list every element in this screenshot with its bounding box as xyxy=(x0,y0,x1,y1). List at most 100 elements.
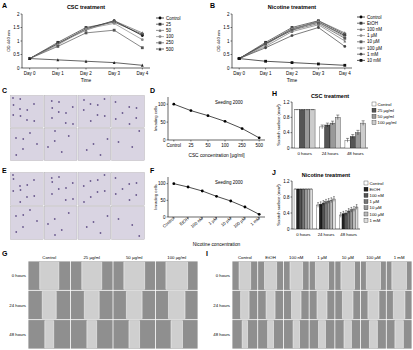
legend-line xyxy=(156,42,164,43)
marker xyxy=(159,29,162,32)
cell xyxy=(13,178,15,180)
x-tick-label: Day 0 xyxy=(24,71,36,76)
scratch-image xyxy=(361,320,386,349)
annotation: Seeding 2000 xyxy=(215,180,243,185)
marker xyxy=(360,34,363,37)
marker xyxy=(343,37,346,40)
x-tick-label: 25 xyxy=(188,143,194,148)
panel-letter: E xyxy=(2,167,7,174)
y-axis xyxy=(168,97,169,140)
legend-swatch xyxy=(364,187,368,191)
legend-label: 100 nM xyxy=(367,27,382,32)
cell xyxy=(19,108,21,110)
error-bar xyxy=(333,197,335,202)
cell xyxy=(100,154,102,156)
marker xyxy=(343,31,346,34)
cell xyxy=(15,215,17,217)
panel-letter: D xyxy=(150,87,155,94)
legend-label: 1 mM xyxy=(367,52,379,57)
error-bar xyxy=(331,198,333,203)
wound-edge xyxy=(268,321,274,348)
wound-edge xyxy=(87,321,97,348)
micrograph xyxy=(112,207,145,240)
scratch-image xyxy=(387,291,412,320)
y-axis xyxy=(292,181,293,229)
marker xyxy=(113,29,116,32)
marker xyxy=(238,57,241,60)
y-tick-label: 0 xyxy=(287,146,290,151)
chart: 00.511.52ACSC treatmentTimeOD 440 nmDay … xyxy=(2,2,181,83)
marker xyxy=(264,42,267,45)
x-tick-label: Day 2 xyxy=(80,71,92,76)
marker xyxy=(189,109,192,112)
scratch-image xyxy=(310,261,335,290)
x-axis-label: Time xyxy=(81,78,92,83)
wound-area xyxy=(293,320,299,349)
marker xyxy=(215,195,218,198)
x-tick-label: 50 xyxy=(205,143,211,148)
legend-label: EtOH xyxy=(367,21,378,26)
column-label: EtOH xyxy=(265,255,276,260)
y-tick xyxy=(231,68,233,69)
legend-label: Control xyxy=(378,102,392,107)
wound-edge xyxy=(366,262,380,289)
scratch-image xyxy=(156,291,198,320)
column-label: Control xyxy=(238,255,252,260)
column-label: Control xyxy=(42,255,56,260)
y-tick xyxy=(291,102,293,103)
wound-area xyxy=(392,261,407,290)
error-bar xyxy=(328,199,330,204)
legend-swatch xyxy=(364,218,368,222)
cell xyxy=(51,181,53,183)
panel-letter: J xyxy=(272,169,276,176)
plot-area xyxy=(172,182,260,215)
error-bar xyxy=(311,109,314,110)
cell xyxy=(51,193,53,195)
cell xyxy=(107,138,109,140)
wound-area xyxy=(42,291,56,320)
wound-area xyxy=(369,320,377,349)
x-tick-label: 48 hours xyxy=(347,151,364,156)
x-tick-label: Control xyxy=(162,216,176,229)
x-tick-label: Day 1 xyxy=(52,71,64,76)
wound-edge xyxy=(317,291,327,318)
cell xyxy=(86,149,88,151)
cell xyxy=(107,215,109,217)
bar xyxy=(317,205,320,229)
wound-edge xyxy=(368,291,379,318)
scratch-image xyxy=(258,291,283,320)
column-label: 100 µM xyxy=(366,255,381,260)
y-tick-label: 2 xyxy=(227,12,230,17)
scratch-image xyxy=(361,291,386,320)
column-label: 100 nM xyxy=(289,255,304,260)
panel-letter: B xyxy=(210,2,215,9)
scratch-image xyxy=(28,320,70,349)
marker xyxy=(85,27,88,30)
cell xyxy=(26,109,28,111)
bar xyxy=(361,123,366,148)
cell xyxy=(22,138,24,140)
x-tick xyxy=(225,140,226,142)
error-bar xyxy=(351,207,353,212)
x-axis xyxy=(168,217,265,218)
wound-edge xyxy=(342,291,353,318)
marker xyxy=(360,22,363,25)
marker xyxy=(85,32,88,35)
scratch-image xyxy=(28,261,70,290)
y-tick-label: 100 xyxy=(158,102,166,107)
error-bar xyxy=(317,203,319,208)
cell xyxy=(97,179,99,181)
title: Nicotine treatment xyxy=(302,172,350,178)
x-tick xyxy=(239,68,240,70)
scratch-image xyxy=(387,261,412,290)
y-tick-label: 0 xyxy=(163,138,166,143)
micrograph xyxy=(44,96,77,128)
y-tick xyxy=(167,104,169,105)
legend-label: 500 xyxy=(166,47,174,52)
y-tick xyxy=(21,54,23,55)
cell xyxy=(15,154,17,156)
legend-swatch xyxy=(372,121,376,125)
x-tick-label: 24 hours xyxy=(318,232,335,237)
cell xyxy=(138,235,140,237)
marker xyxy=(360,16,363,19)
